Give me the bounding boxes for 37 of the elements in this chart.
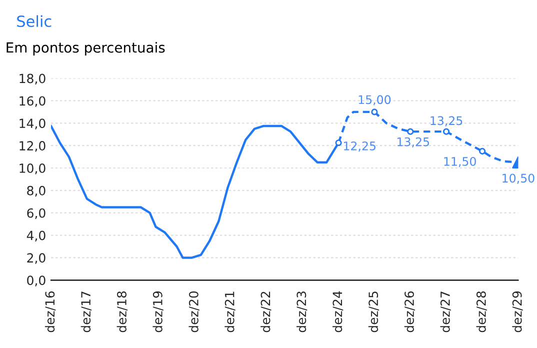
data-label: 10,50 bbox=[502, 174, 534, 184]
y-tick-label: 18,0 bbox=[20, 74, 46, 84]
x-tick-label: dez/24 bbox=[332, 291, 344, 332]
x-tick-label: dez/23 bbox=[296, 292, 308, 332]
point bbox=[478, 148, 486, 154]
y-tick-label: 14,0 bbox=[20, 118, 46, 130]
y-tick-label: 6,0 bbox=[27, 208, 46, 220]
y-tick-label: 8,0 bbox=[27, 186, 46, 197]
x-tick-label: dez/28 bbox=[476, 291, 487, 332]
x-tick-label: dez/25 bbox=[368, 292, 380, 332]
x-tick-label: dez/26 bbox=[404, 291, 415, 332]
data-label: 12,25 bbox=[344, 141, 376, 152]
x-tick-label: dez/21 bbox=[224, 292, 236, 332]
point bbox=[407, 128, 414, 135]
y-tick-label: 0,0 bbox=[27, 276, 46, 286]
x-tick-label: dez/22 bbox=[260, 292, 272, 332]
chart-subtitle: Em pontos percentuais bbox=[6, 42, 165, 56]
point bbox=[371, 108, 378, 116]
data-label: 11,50 bbox=[444, 156, 476, 168]
point bbox=[335, 139, 342, 146]
y-tick-label: 4,0 bbox=[26, 230, 46, 242]
x-tick-label: dez/18 bbox=[116, 291, 128, 332]
data-label: 15,00 bbox=[358, 95, 391, 106]
x-tick-label: dez/20 bbox=[188, 291, 200, 332]
y-tick-label: 16,0 bbox=[20, 96, 46, 107]
data-label: 13,25 bbox=[398, 137, 430, 148]
data-label: 13,25 bbox=[430, 116, 462, 126]
x-tick-label: dez/16 bbox=[44, 291, 56, 332]
y-tick-label: 12,0 bbox=[20, 141, 46, 152]
x-tick-label: dez/17 bbox=[80, 292, 92, 332]
x-tick-label: dez/27 bbox=[440, 292, 451, 332]
chart-title: Selic bbox=[17, 15, 52, 28]
point bbox=[442, 128, 450, 135]
x-tick-label: dez/29 bbox=[512, 291, 523, 332]
x-tick-label: dez/19 bbox=[152, 291, 164, 332]
y-tick-label: 2,0 bbox=[27, 253, 46, 264]
y-tick-label: 10,0 bbox=[20, 163, 46, 174]
